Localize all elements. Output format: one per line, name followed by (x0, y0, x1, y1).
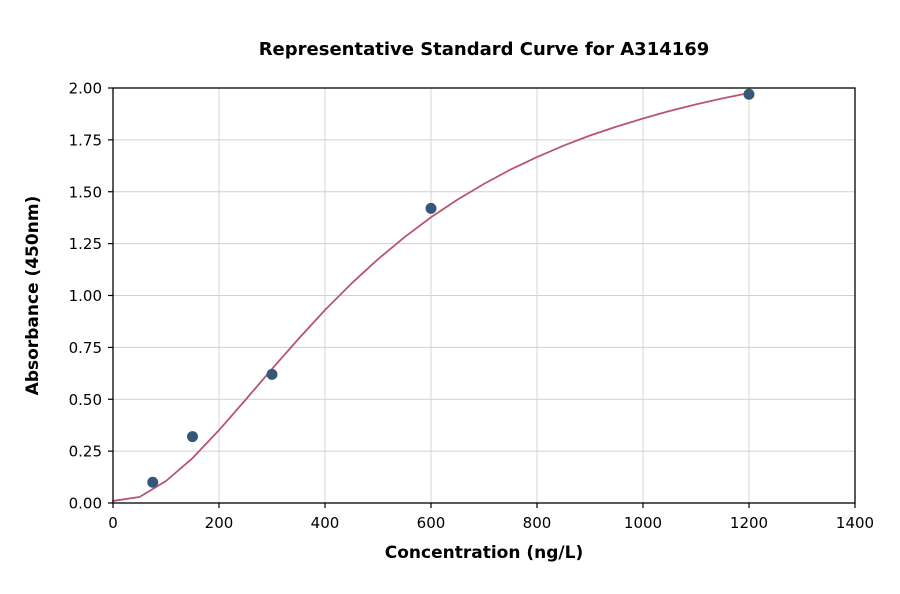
data-point (743, 88, 755, 100)
y-tick-label: 1.00 (69, 287, 102, 305)
data-point (187, 431, 198, 443)
y-tick-label: 1.25 (69, 235, 102, 253)
x-tick-label: 200 (205, 514, 234, 532)
y-tick-label: 2.00 (69, 80, 102, 98)
x-tick-label: 1400 (836, 514, 874, 532)
y-tick-label: 0.25 (69, 443, 102, 461)
y-tick-label: 1.75 (69, 131, 102, 149)
x-tick-label: 0 (108, 514, 118, 532)
data-point (147, 476, 159, 488)
y-tick-label: 0.50 (69, 391, 102, 409)
x-axis-label: Concentration (ng/L) (385, 543, 583, 563)
y-axis-label: Absorbance (450nm) (23, 196, 43, 396)
x-tick-label: 1200 (730, 514, 768, 532)
tick-marks (108, 87, 856, 508)
y-tick-label: 0.00 (69, 495, 102, 513)
y-tick-label: 0.75 (69, 339, 102, 357)
data-point (266, 368, 278, 380)
x-tick-label: 800 (523, 514, 552, 532)
fit-curve-line (112, 92, 750, 502)
y-tick-label: 1.50 (69, 183, 102, 201)
chart-title: Representative Standard Curve for A31416… (259, 39, 710, 60)
data-point (425, 202, 437, 214)
x-tick-label: 1000 (624, 514, 662, 532)
x-tick-label: 600 (417, 514, 446, 532)
x-tick-label: 400 (311, 514, 340, 532)
data-points (147, 88, 755, 488)
